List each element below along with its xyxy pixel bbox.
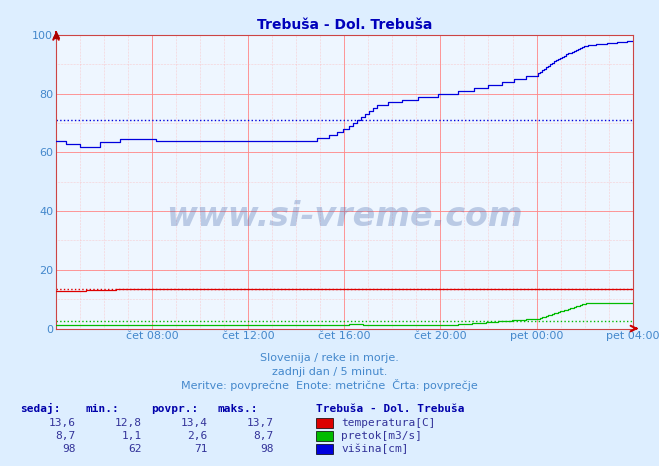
Text: 13,4: 13,4 bbox=[181, 418, 208, 428]
Text: 8,7: 8,7 bbox=[253, 431, 273, 441]
Text: temperatura[C]: temperatura[C] bbox=[341, 418, 436, 428]
Text: višina[cm]: višina[cm] bbox=[341, 444, 409, 454]
Text: Trebuša - Dol. Trebuša: Trebuša - Dol. Trebuša bbox=[316, 404, 465, 414]
Text: Slovenija / reke in morje.: Slovenija / reke in morje. bbox=[260, 353, 399, 363]
Text: maks.:: maks.: bbox=[217, 404, 258, 414]
Title: Trebuša - Dol. Trebuša: Trebuša - Dol. Trebuša bbox=[256, 18, 432, 33]
Text: min.:: min.: bbox=[86, 404, 119, 414]
Text: 98: 98 bbox=[63, 444, 76, 454]
Text: 12,8: 12,8 bbox=[115, 418, 142, 428]
Text: 62: 62 bbox=[129, 444, 142, 454]
Text: 71: 71 bbox=[194, 444, 208, 454]
Text: 98: 98 bbox=[260, 444, 273, 454]
Text: 13,6: 13,6 bbox=[49, 418, 76, 428]
Text: sedaj:: sedaj: bbox=[20, 404, 60, 414]
Text: povpr.:: povpr.: bbox=[152, 404, 199, 414]
Text: zadnji dan / 5 minut.: zadnji dan / 5 minut. bbox=[272, 367, 387, 377]
Text: 2,6: 2,6 bbox=[187, 431, 208, 441]
Text: Meritve: povprečne  Enote: metrične  Črta: povprečje: Meritve: povprečne Enote: metrične Črta:… bbox=[181, 379, 478, 391]
Text: www.si-vreme.com: www.si-vreme.com bbox=[166, 200, 523, 233]
Text: 13,7: 13,7 bbox=[246, 418, 273, 428]
Text: 8,7: 8,7 bbox=[55, 431, 76, 441]
Text: 1,1: 1,1 bbox=[121, 431, 142, 441]
Text: pretok[m3/s]: pretok[m3/s] bbox=[341, 431, 422, 441]
